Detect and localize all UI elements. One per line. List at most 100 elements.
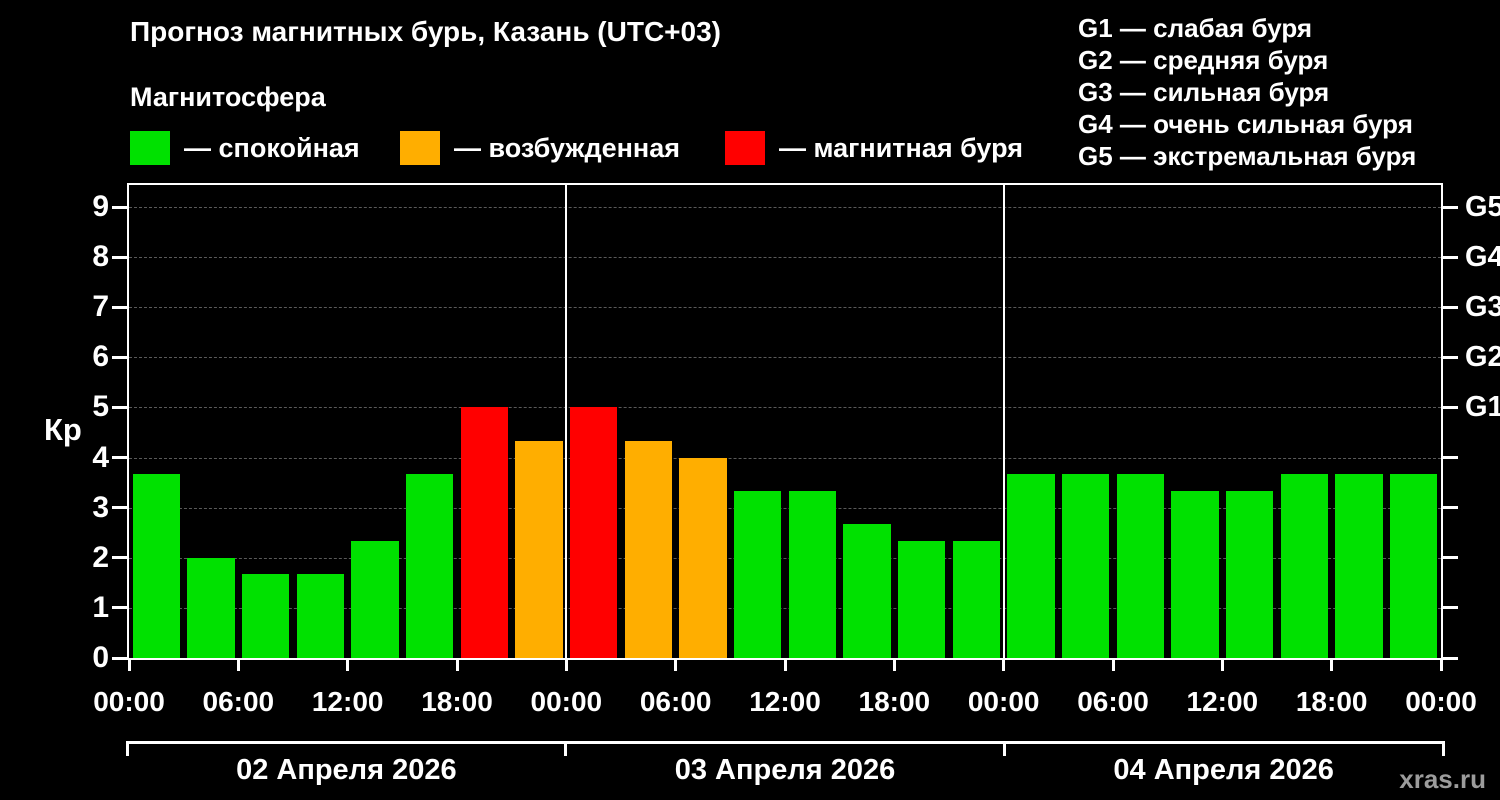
y-axis-tick-right (1443, 255, 1458, 259)
x-axis-tick (1002, 660, 1006, 671)
kp-bar (1335, 474, 1383, 658)
legend-label-storm: — магнитная буря (779, 132, 1023, 163)
watermark: xras.ru (1399, 764, 1486, 794)
y-axis-tick (112, 556, 127, 560)
x-axis-tick (783, 660, 787, 671)
kp-bar (679, 457, 727, 658)
x-axis-tick (1439, 660, 1443, 671)
legend-item-excited: — возбужденная (400, 131, 680, 165)
x-axis-tick (1330, 660, 1334, 671)
day-bracket-line (127, 741, 1443, 744)
legend-item-quiet: — спокойная (130, 131, 360, 165)
y-axis-tick-right (1443, 205, 1458, 209)
g-axis-label: G1 (1465, 391, 1500, 424)
x-axis-tick (892, 660, 896, 671)
y-axis-tick-right (1443, 506, 1458, 510)
kp-gridline (129, 307, 1441, 309)
y-axis-tick-right (1443, 456, 1458, 460)
y-tick-label: 7 (92, 290, 109, 324)
x-tick-label: 06:00 (202, 686, 275, 717)
x-tick-label: 12:00 (1186, 686, 1259, 717)
quiet-color-swatch (130, 131, 170, 165)
y-axis-tick-right (1443, 405, 1458, 409)
g-scale-legend: G1 — слабая буря G2 — средняя буря G3 — … (1078, 12, 1416, 172)
excited-color-swatch (400, 131, 440, 165)
x-axis-tick (1220, 660, 1224, 671)
kp-bar (460, 407, 509, 658)
y-axis-tick (112, 506, 127, 510)
kp-bar (1389, 474, 1438, 658)
kp-bar (1225, 491, 1274, 658)
x-tick-label: 06:00 (1077, 686, 1149, 717)
g-axis-label: G4 (1465, 241, 1500, 274)
x-tick-label: 18:00 (1295, 686, 1368, 717)
x-tick-label: 00:00 (967, 686, 1040, 717)
g-axis-label: G2 (1465, 341, 1500, 374)
kp-gridline (129, 557, 1441, 559)
day-bracket-tick (125, 741, 129, 756)
legend-label-excited: — возбужденная (454, 132, 680, 163)
storm-color-swatch (725, 131, 765, 165)
y-tick-label: 3 (92, 490, 109, 524)
day-bracket-tick (1441, 741, 1445, 756)
kp-bar (405, 474, 454, 658)
kp-bar (1061, 474, 1110, 658)
x-tick-label: 12:00 (311, 686, 384, 717)
plot-area (127, 183, 1443, 660)
g3-legend-line: G3 — сильная буря (1078, 77, 1330, 107)
kp-gridline (129, 457, 1441, 459)
day-date-label: 03 Апреля 2026 (674, 754, 896, 786)
y-axis-label: Кр (44, 412, 82, 447)
y-axis-tick (112, 405, 127, 409)
y-axis-tick (112, 456, 127, 460)
x-axis-tick (236, 660, 240, 671)
kp-bar (1007, 474, 1055, 658)
kp-bar (515, 441, 563, 658)
y-tick-label: 5 (92, 390, 109, 424)
kp-gridline (129, 207, 1441, 208)
y-axis-tick (112, 305, 127, 309)
y-tick-label: 1 (92, 590, 109, 624)
chart-subtitle: Магнитосфера (130, 82, 326, 112)
chart-title: Прогноз магнитных бурь, Казань (UTC+03) (130, 16, 721, 47)
g2-legend-line: G2 — средняя буря (1078, 45, 1329, 75)
x-tick-label: 18:00 (858, 686, 931, 717)
legend-label-quiet: — спокойная (184, 132, 360, 163)
g1-legend-line: G1 — слабая буря (1078, 13, 1313, 43)
y-axis-tick-right (1443, 556, 1458, 560)
x-axis-tick (564, 660, 568, 671)
kp-bar (132, 474, 181, 658)
kp-bar (296, 574, 345, 658)
y-axis-tick-right (1443, 656, 1458, 660)
y-axis-tick-right (1443, 355, 1458, 359)
x-tick-label: 12:00 (749, 686, 821, 717)
kp-bar (241, 574, 290, 658)
g-axis-label: G5 (1465, 191, 1500, 223)
kp-gridline (129, 407, 1441, 409)
x-axis-tick (674, 660, 678, 671)
y-tick-label: 0 (92, 641, 109, 674)
x-tick-label: 18:00 (421, 686, 493, 717)
kp-bar (843, 524, 891, 658)
y-axis-tick (112, 606, 127, 610)
x-tick-label: 06:00 (639, 686, 712, 717)
kp-gridline (129, 257, 1441, 259)
kp-bar (569, 407, 618, 658)
y-axis-tick (112, 205, 127, 209)
kp-bar (733, 491, 782, 658)
y-tick-label: 8 (92, 240, 109, 274)
x-axis-tick (127, 660, 131, 671)
x-axis-tick (1111, 660, 1115, 671)
g4-legend-line: G4 — очень сильная буря (1078, 109, 1413, 139)
g-axis-label: G3 (1465, 291, 1500, 324)
kp-bar (351, 541, 399, 658)
kp-gridline (129, 507, 1441, 509)
kp-bar (952, 541, 1001, 658)
x-tick-label: 00:00 (1405, 686, 1477, 717)
day-boundary-line (565, 185, 568, 658)
kp-bar (1116, 474, 1165, 658)
kp-gridline (129, 607, 1441, 609)
kp-bar (1280, 474, 1329, 658)
y-axis-tick (112, 355, 127, 359)
